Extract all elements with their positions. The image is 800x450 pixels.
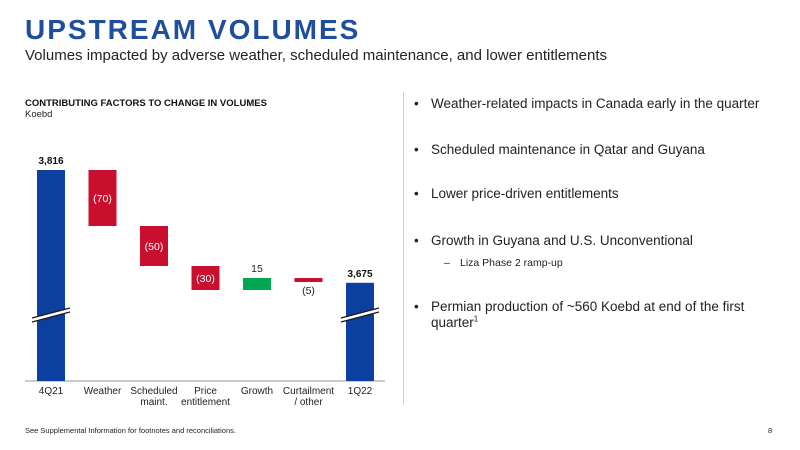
axis-break-line-a-0 [31, 307, 71, 319]
bullet-text: Growth in Guyana and U.S. Unconventional [431, 233, 693, 248]
x-tick-label-0-0: 4Q21 [39, 386, 64, 397]
x-tick-label-3-0: Price [194, 386, 217, 397]
chart-title: CONTRIBUTING FACTORS TO CHANGE IN VOLUME… [25, 98, 267, 109]
bullet-dot: • [414, 186, 419, 201]
bullet-item: • Lower price-driven entitlements [414, 186, 764, 202]
footnote-marker: 1 [473, 314, 479, 324]
bullet-dot: • [414, 142, 419, 157]
axis-break-line-b-6 [340, 311, 380, 323]
page-number: 8 [768, 426, 773, 435]
data-label-0: 3,816 [38, 156, 63, 167]
footnote: See Supplemental Information for footnot… [25, 426, 236, 435]
section-divider [403, 92, 404, 405]
bullet-dot: • [414, 96, 419, 111]
page-subtitle: Volumes impacted by adverse weather, sch… [25, 47, 608, 64]
axis-break-line-b-0 [31, 311, 71, 323]
bullet-text: Weather-related impacts in Canada early … [431, 96, 760, 111]
bar-2 [140, 226, 168, 266]
x-tick-label-2-0: Scheduled [130, 386, 177, 397]
bullet-text-content: Permian production of ~560 Koebd at end … [431, 299, 745, 330]
x-tick-label-4-0: Growth [241, 386, 273, 397]
bullet-item: • Growth in Guyana and U.S. Unconvention… [414, 233, 764, 249]
x-tick-label-1-0: Weather [84, 386, 122, 397]
data-label-6: 3,675 [347, 269, 372, 280]
x-tick-label-2-1: maint. [140, 397, 167, 408]
bullet-item: • Weather-related impacts in Canada earl… [414, 96, 764, 112]
bar-5 [294, 278, 323, 282]
chart-unit-label: Koebd [25, 109, 53, 120]
page-title: UPSTREAM VOLUMES [25, 14, 361, 45]
axis-break-line-a-6 [340, 307, 380, 319]
x-tick-label-5-1: / other [294, 397, 323, 408]
data-label-5: (5) [302, 285, 315, 297]
x-tick-label-3-1: entitlement [181, 397, 230, 408]
bullet-text: Lower price-driven entitlements [431, 186, 619, 201]
bar-3 [191, 266, 220, 290]
data-label-4: 15 [251, 263, 263, 275]
sub-bullet-item: – Liza Phase 2 ramp-up [444, 257, 563, 269]
bullet-dot: • [414, 233, 419, 248]
data-label-2: (50) [145, 241, 164, 253]
axis-break-6 [341, 308, 379, 322]
sub-bullet-dash: – [444, 257, 450, 269]
data-label-3: (30) [196, 273, 215, 285]
bullet-item: • Permian production of ~560 Koebd at en… [414, 299, 764, 331]
x-tick-label-5-0: Curtailment [283, 386, 334, 397]
bar-4 [243, 278, 271, 290]
sub-bullet-text: Liza Phase 2 ramp-up [460, 257, 563, 269]
waterfall-chart: 3,816 (70) (50) (30) 15 (5) 3,675 4Q21 Weather Sc… [25, 156, 385, 408]
axis-break-0 [32, 308, 70, 322]
bar-0 [37, 170, 65, 381]
bullet-text: Scheduled maintenance in Qatar and Guyan… [431, 142, 705, 157]
bar-6 [346, 282, 374, 381]
bullet-item: • Scheduled maintenance in Qatar and Guy… [414, 142, 764, 158]
bullet-dot: • [414, 299, 419, 314]
bullet-text: Permian production of ~560 Koebd at end … [431, 299, 764, 331]
bar-1 [88, 170, 117, 226]
data-label-1: (70) [93, 193, 112, 205]
x-tick-label-6-0: 1Q22 [348, 386, 373, 397]
